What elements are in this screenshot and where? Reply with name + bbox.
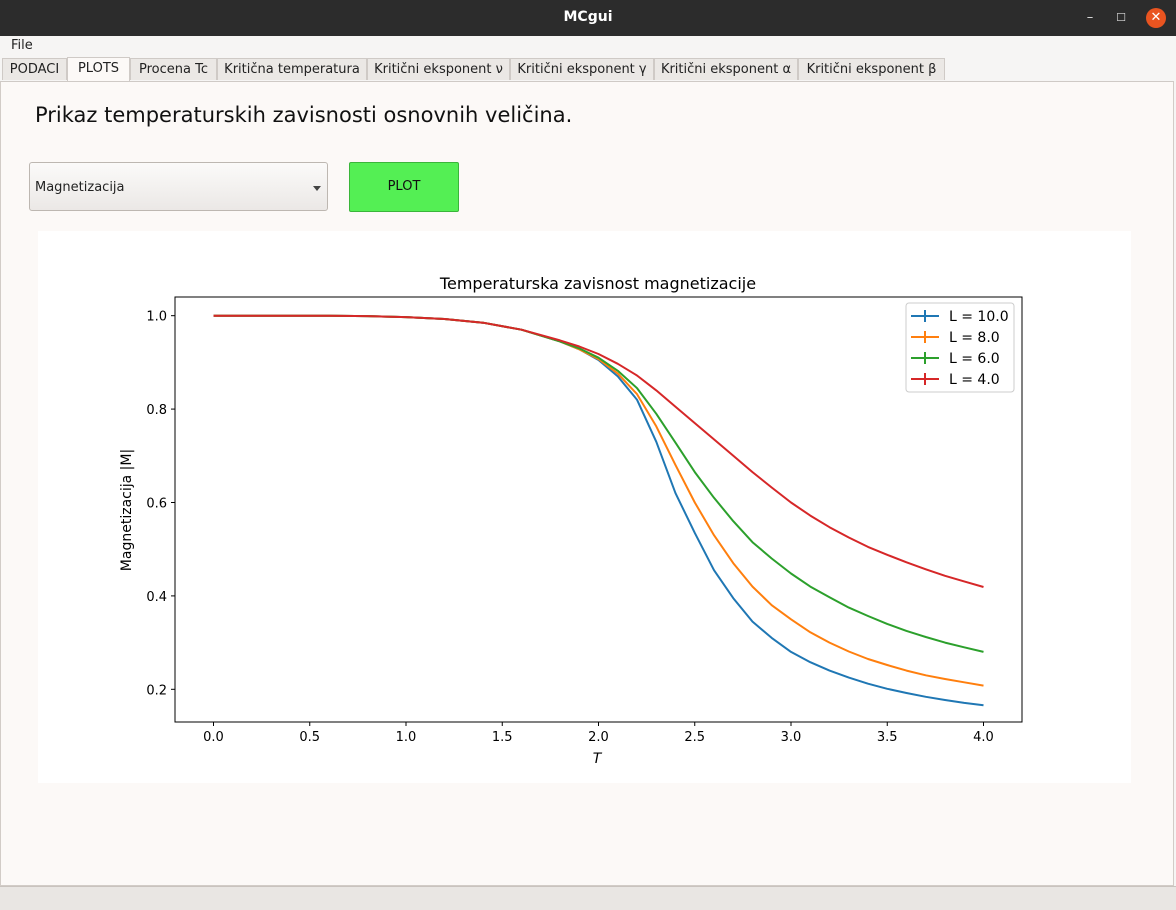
x-tick-label: 0.0 [203, 730, 224, 745]
x-tick-label: 4.0 [973, 730, 994, 745]
quantity-select[interactable]: Magnetizacija [29, 162, 328, 211]
series-line-1 [213, 314, 984, 687]
y-tick-label: 0.2 [146, 683, 167, 698]
tab-bar: PODACI PLOTS Procena Tc Kritična tempera… [0, 57, 1176, 82]
tab-plots[interactable]: PLOTS [67, 57, 130, 82]
tab-kriticna-temperatura[interactable]: Kritična temperatura [217, 58, 367, 80]
chevron-down-icon [313, 186, 321, 191]
series-line-3 [213, 314, 984, 588]
y-tick-label: 0.4 [146, 590, 167, 605]
tab-procena-tc[interactable]: Procena Tc [130, 58, 217, 80]
x-tick-label: 3.5 [877, 730, 898, 745]
plot-frame [174, 296, 1023, 723]
minimize-icon[interactable]: – [1086, 10, 1094, 25]
x-tick-label: 2.0 [588, 730, 609, 745]
plot-figure: Temperaturska zavisnost magnetizacije T … [38, 231, 1131, 783]
tab-podaci[interactable]: PODACI [2, 58, 67, 80]
x-tick-label: 1.5 [492, 730, 513, 745]
series-line-2 [213, 314, 984, 653]
chart-legend [905, 302, 1015, 393]
tab-eksponent-alpha[interactable]: Kritični eksponent α [654, 58, 798, 80]
quantity-select-value: Magnetizacija [35, 180, 125, 195]
x-tick-label: 1.0 [396, 730, 417, 745]
x-tick-label: 2.5 [684, 730, 705, 745]
legend-label: L = 8.0 [949, 330, 1000, 346]
series-line-0 [213, 314, 984, 707]
maximize-icon[interactable]: ☐ [1116, 11, 1126, 24]
legend-label: L = 10.0 [949, 309, 1009, 325]
menu-file[interactable]: File [11, 38, 33, 53]
page-heading: Prikaz temperaturskih zavisnosti osnovni… [35, 103, 573, 127]
magnetization-chart: Temperaturska zavisnost magnetizacije T … [119, 274, 1023, 767]
close-icon[interactable]: ✕ [1146, 8, 1166, 28]
chart-title: Temperaturska zavisnost magnetizacije [439, 274, 756, 293]
window-title: MCgui [563, 9, 613, 25]
status-bar [0, 886, 1176, 910]
y-tick-label: 0.8 [146, 403, 167, 418]
menubar: File [0, 36, 1176, 56]
x-axis-label: T [593, 751, 603, 767]
window-titlebar: MCgui – ☐ ✕ [0, 0, 1176, 36]
x-tick-label: 0.5 [299, 730, 320, 745]
tab-eksponent-gamma[interactable]: Kritični eksponent γ [510, 58, 654, 80]
y-tick-label: 0.6 [146, 496, 167, 511]
y-axis-label: Magnetizacija |M| [119, 449, 135, 571]
tab-eksponent-beta[interactable]: Kritični eksponent β [798, 58, 945, 80]
legend-label: L = 6.0 [949, 351, 1000, 367]
x-tick-label: 3.0 [781, 730, 802, 745]
plot-button[interactable]: PLOT [349, 162, 459, 212]
y-tick-label: 1.0 [146, 310, 167, 325]
legend-label: L = 4.0 [949, 372, 1000, 388]
tab-eksponent-nu[interactable]: Kritični eksponent ν [367, 58, 510, 80]
